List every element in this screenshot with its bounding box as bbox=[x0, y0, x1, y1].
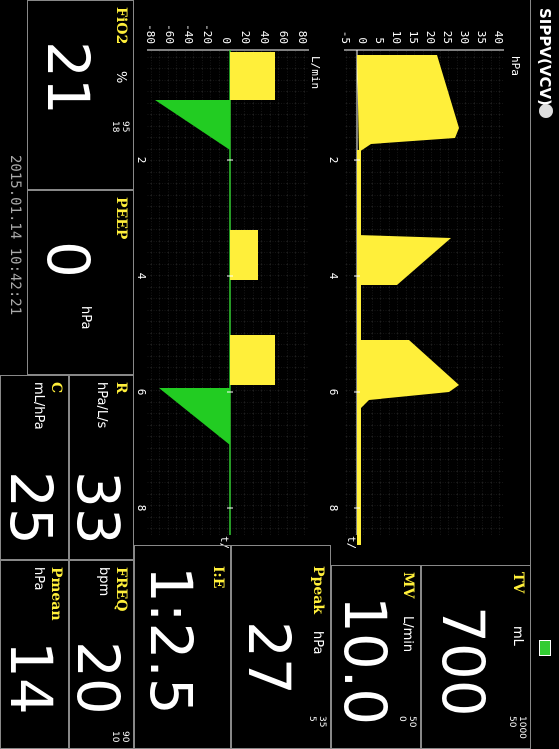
ie-box: I:E 1:2.5 bbox=[134, 545, 231, 749]
y-tick-label: -60 bbox=[163, 24, 176, 44]
y-tick-label: 60 bbox=[277, 31, 290, 44]
baseline-band bbox=[357, 150, 361, 545]
value: 0 bbox=[39, 241, 97, 278]
x-tick-label: 2 bbox=[135, 157, 148, 164]
datetime: 2015.01.14 10:42:21 bbox=[7, 155, 23, 315]
flow-unit: L/min bbox=[309, 56, 322, 89]
unit: hPa bbox=[78, 306, 93, 329]
label: I:E bbox=[210, 566, 226, 588]
value: 700 bbox=[434, 606, 492, 717]
y-tick-label: 35 bbox=[475, 31, 488, 44]
label: TV bbox=[510, 572, 526, 593]
alarm-low: 10 bbox=[110, 731, 120, 742]
y-tick-label: 40 bbox=[258, 31, 271, 44]
label: Pmean bbox=[48, 567, 64, 621]
y-tick-label: 10 bbox=[390, 31, 403, 44]
y-tick-label: 40 bbox=[492, 31, 505, 44]
y-tick-label: 80 bbox=[296, 31, 309, 44]
unit: bpm bbox=[96, 567, 111, 596]
y-tick-label: 5 bbox=[373, 37, 386, 44]
value: 21 bbox=[39, 41, 97, 115]
label: PEEP bbox=[113, 197, 129, 239]
x-tick-label: 2 bbox=[327, 157, 340, 164]
value: 10.0 bbox=[336, 596, 394, 725]
insp bbox=[230, 335, 275, 385]
label: C bbox=[48, 382, 64, 393]
alarm-high: 90 bbox=[120, 731, 130, 742]
pressure-x-unit: t/s bbox=[345, 536, 358, 548]
y-tick-label: 20 bbox=[239, 31, 252, 44]
alarm-low: 5 bbox=[307, 716, 317, 722]
value: 20 bbox=[69, 641, 127, 715]
alarm-high: 95 bbox=[120, 121, 130, 132]
y-tick-label: -80 bbox=[144, 24, 157, 44]
y-tick-label: -5 bbox=[339, 31, 352, 44]
label: Ppeak bbox=[310, 566, 326, 614]
peep-box: PEEP hPa 0 bbox=[27, 190, 134, 375]
unit: mL bbox=[510, 626, 525, 646]
pmean-box: Pmean hPa 14 bbox=[0, 560, 69, 749]
r-box: R hPa/L/s 33 bbox=[69, 375, 134, 560]
insp bbox=[230, 52, 275, 100]
unit: hPa bbox=[310, 631, 325, 654]
alarm-high: 35 bbox=[317, 716, 327, 727]
value: 33 bbox=[69, 471, 127, 545]
unit: hPa bbox=[31, 567, 46, 590]
label: FiO2 bbox=[113, 7, 129, 44]
screen: SIPPV(VCV) hPa L/min t/s t/s 40353025201… bbox=[0, 0, 559, 749]
y-tick-label: 25 bbox=[441, 31, 454, 44]
y-tick-label: 20 bbox=[424, 31, 437, 44]
x-tick-label: 6 bbox=[135, 389, 148, 396]
x-tick-label: 6 bbox=[327, 389, 340, 396]
waveforms: hPa L/min t/s t/s 4035302520151050-52468… bbox=[134, 0, 559, 548]
alarm-low: 50 bbox=[507, 716, 517, 727]
insp bbox=[230, 230, 258, 280]
y-tick-label: 0 bbox=[220, 37, 233, 44]
alarm-high: 1000 bbox=[517, 716, 527, 739]
unit: hPa/L/s bbox=[94, 382, 109, 428]
label: MV bbox=[400, 572, 416, 598]
y-tick-label: -40 bbox=[182, 24, 195, 44]
unit: mL/hPa bbox=[31, 382, 46, 430]
value: 25 bbox=[2, 471, 60, 545]
x-tick-label: 8 bbox=[135, 505, 148, 512]
ventilator-display: SIPPV(VCV) hPa L/min t/s t/s 40353025201… bbox=[0, 0, 559, 749]
x-tick-label: 8 bbox=[327, 505, 340, 512]
unit: L/min bbox=[400, 616, 415, 652]
y-tick-label: 30 bbox=[458, 31, 471, 44]
value: 1:2.5 bbox=[142, 566, 200, 715]
alarm-high: 50 bbox=[407, 716, 417, 727]
x-tick-label: 4 bbox=[327, 273, 340, 280]
y-tick-label: 15 bbox=[407, 31, 420, 44]
pressure-unit: hPa bbox=[509, 56, 522, 76]
label: FREQ bbox=[113, 567, 129, 611]
value: 27 bbox=[240, 621, 298, 695]
x-tick-label: 4 bbox=[135, 273, 148, 280]
y-tick-label: -20 bbox=[201, 24, 214, 44]
label: R bbox=[113, 382, 129, 394]
value: 14 bbox=[2, 641, 60, 715]
c-box: C mL/hPa 25 bbox=[0, 375, 69, 560]
unit: % bbox=[113, 71, 128, 83]
battery-icon bbox=[539, 640, 551, 656]
alarm-low: 18 bbox=[110, 121, 120, 132]
y-tick-label: 0 bbox=[356, 37, 369, 44]
